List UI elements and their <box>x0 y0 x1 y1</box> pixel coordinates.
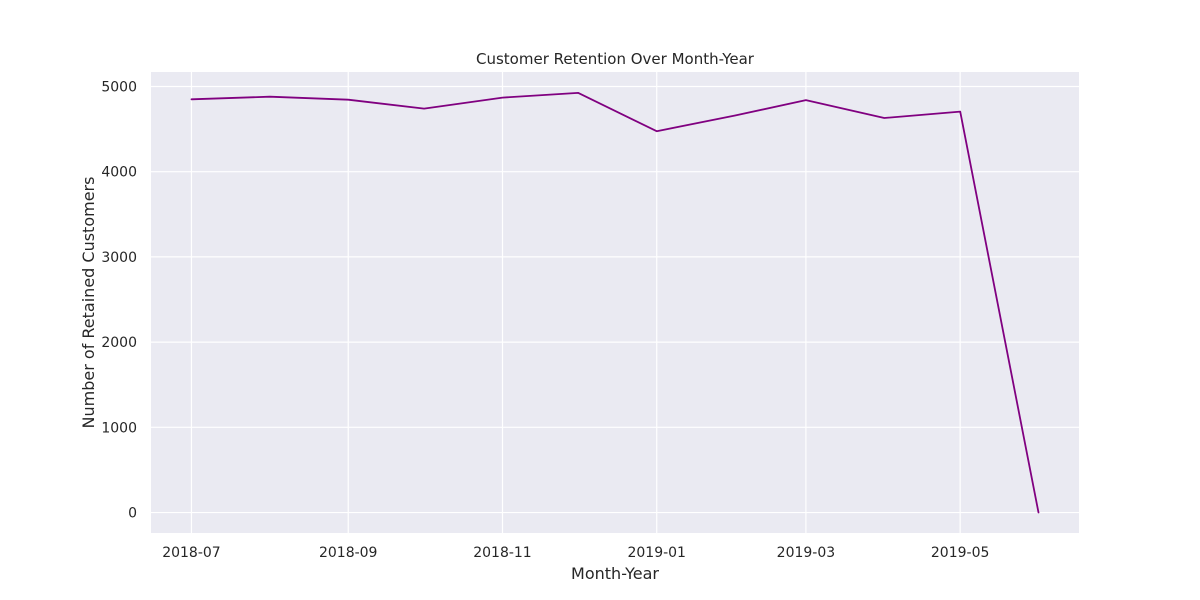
plot-background <box>151 72 1079 533</box>
y-tick-label: 2000 <box>101 335 137 351</box>
x-tick-label: 2019-05 <box>931 545 990 561</box>
x-tick-label: 2018-11 <box>473 545 532 561</box>
y-tick-label: 4000 <box>101 165 137 181</box>
y-tick-label: 0 <box>128 506 137 522</box>
x-tick-label: 2019-03 <box>777 545 836 561</box>
tick-labels: 0 1000 2000 3000 4000 5000 2018-07 2018-09 2018-… <box>101 79 989 561</box>
series-line <box>190 92 1040 514</box>
x-tick-label: 2019-01 <box>627 545 686 561</box>
y-tick-label: 3000 <box>101 250 137 266</box>
grid <box>151 72 1079 533</box>
x-tick-label: 2018-07 <box>162 545 221 561</box>
x-tick-label: 2018-09 <box>319 545 378 561</box>
chart-title: Customer Retention Over Month-Year <box>476 50 755 68</box>
y-axis-label: Number of Retained Customers <box>79 177 98 429</box>
series-layer <box>190 92 1040 514</box>
y-tick-label: 5000 <box>101 79 137 95</box>
y-tick-label: 1000 <box>101 420 137 436</box>
x-axis-label: Month-Year <box>571 564 659 583</box>
